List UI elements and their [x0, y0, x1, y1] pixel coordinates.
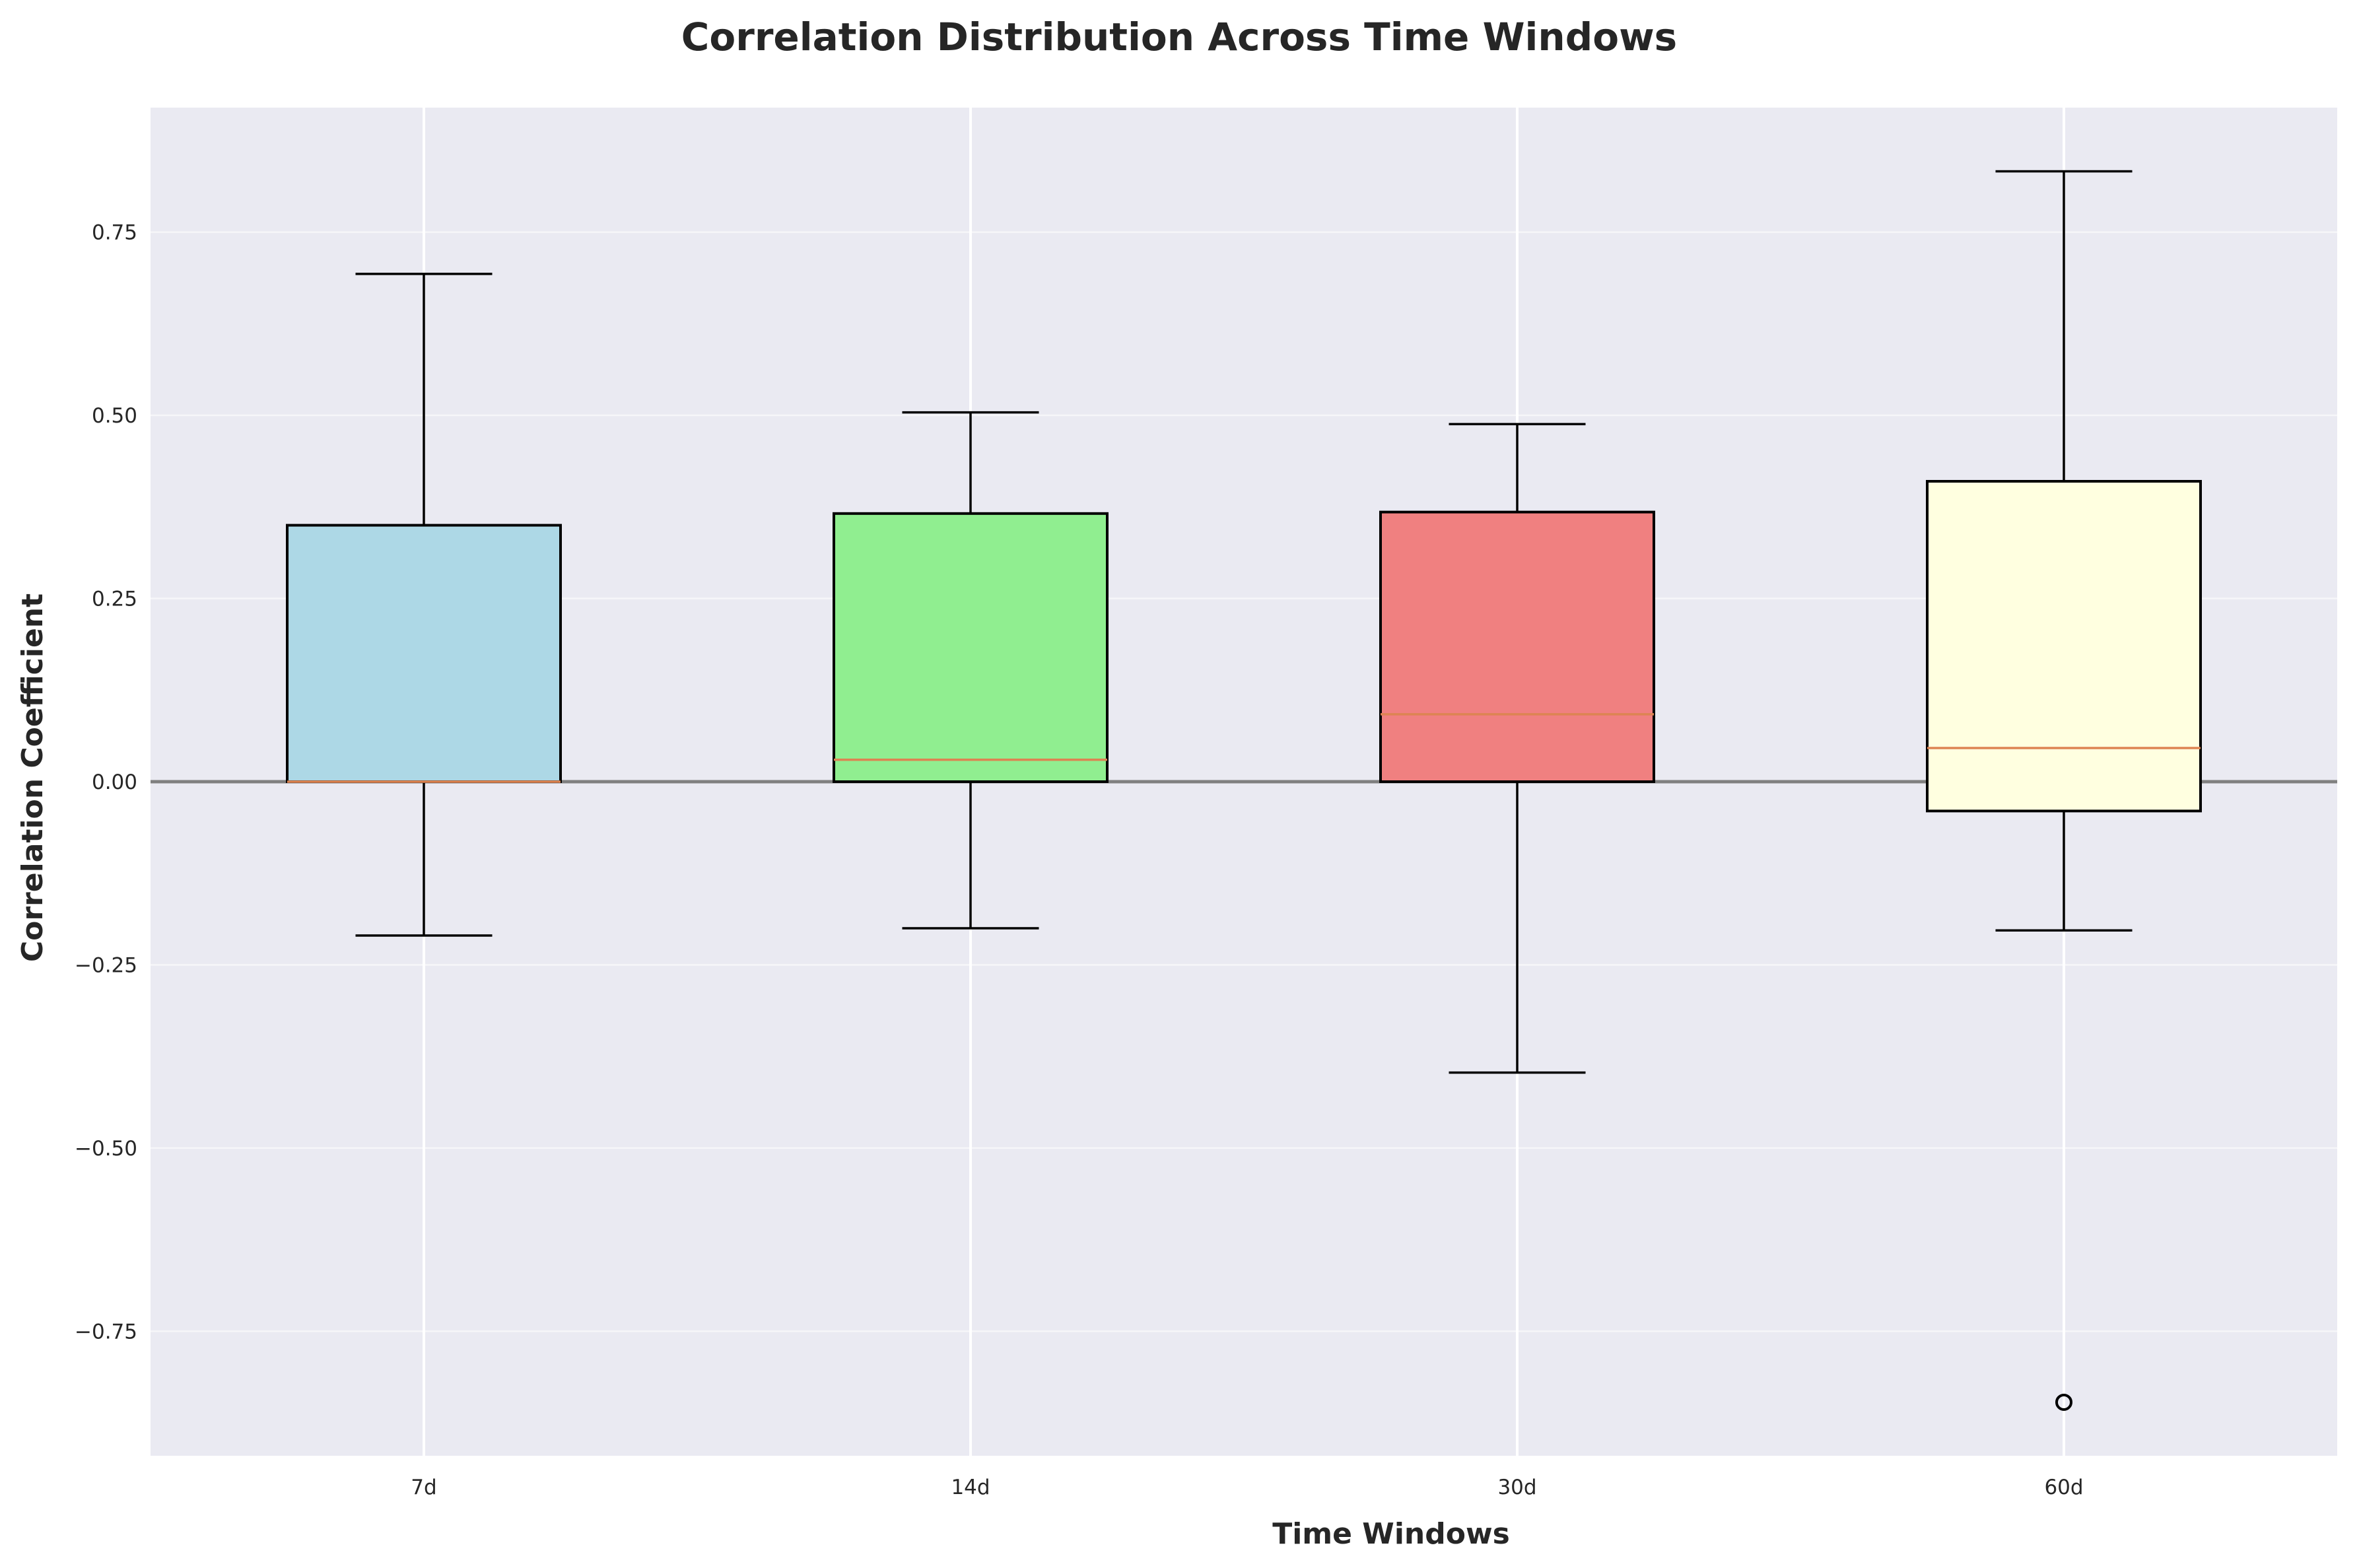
- x-tick-label: 14d: [951, 1476, 990, 1499]
- box-14d: [833, 411, 1109, 930]
- box-7d: [286, 273, 562, 937]
- y-tick-label: −0.75: [75, 1320, 137, 1344]
- box-60d: [1926, 170, 2202, 1411]
- x-tick-label: 7d: [411, 1476, 436, 1499]
- y-axis-ticks: −0.75 −0.50 −0.25 0.00 0.25 0.50 0.75: [75, 221, 137, 1344]
- y-tick-label: 0.25: [92, 588, 137, 611]
- outlier-point: [2055, 1393, 2072, 1411]
- y-tick-label: 0.75: [92, 221, 137, 245]
- box-body: [286, 524, 562, 784]
- box-body: [833, 512, 1109, 783]
- y-tick-label: 0.00: [92, 770, 137, 794]
- box-30d: [1379, 423, 1655, 1074]
- y-tick-label: −0.25: [75, 953, 137, 977]
- y-tick-label: 0.50: [92, 404, 137, 428]
- box-body: [1379, 510, 1655, 783]
- x-tick-label: 60d: [2044, 1476, 2083, 1499]
- x-axis-label: Time Windows: [1272, 1517, 1510, 1551]
- x-axis-ticks: 7d 14d 30d 60d: [411, 1476, 2083, 1499]
- x-tick-label: 30d: [1497, 1476, 1536, 1499]
- boxes-group: [286, 170, 2202, 1411]
- box-body: [1926, 479, 2202, 813]
- y-tick-label: −0.50: [75, 1137, 137, 1161]
- chart-title: Correlation Distribution Across Time Win…: [681, 15, 1677, 59]
- y-axis-label: Correlation Coefficient: [16, 594, 50, 962]
